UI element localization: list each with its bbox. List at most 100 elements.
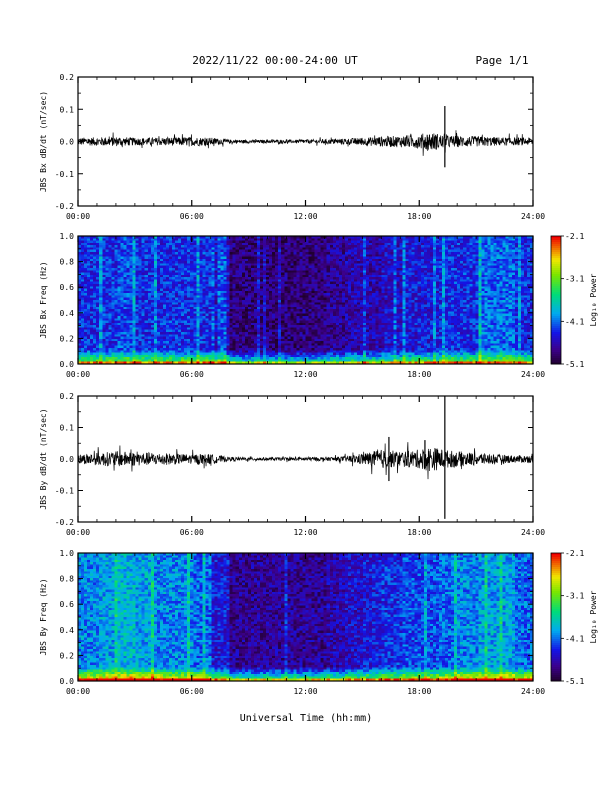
spectrogram-cell [208, 338, 212, 342]
spectrogram-cell [302, 254, 306, 257]
spectrogram-cell [132, 236, 137, 239]
spectrogram-cell [175, 359, 179, 363]
spectrogram-cell [229, 279, 234, 283]
spectrogram-cell [111, 325, 115, 328]
spectrogram-cell [123, 279, 127, 283]
spectrogram-cell [260, 322, 264, 326]
spectrogram-cell [281, 277, 285, 280]
spectrogram-cell [290, 302, 294, 305]
x-tick-label: 18:00 [407, 212, 431, 221]
spectrogram-cell [250, 309, 255, 312]
spectrogram-cell [238, 336, 243, 340]
spectrogram-cell [159, 334, 164, 337]
spectrogram-cell [332, 338, 337, 342]
spectrogram-cell [241, 249, 246, 253]
spectrogram-cell [241, 274, 246, 278]
spectrogram-cell [96, 288, 100, 292]
spectrogram-cell [338, 304, 343, 308]
spectrogram-cell [226, 306, 231, 310]
spectrogram-cell [275, 359, 279, 363]
spectrogram-cell [338, 242, 343, 246]
spectrogram-cell [253, 320, 258, 324]
spectrogram-cell [169, 295, 173, 299]
spectrogram-cell [199, 304, 203, 308]
spectrogram-cell [290, 286, 294, 289]
spectrogram-cell [108, 345, 112, 349]
spectrogram-cell [229, 325, 234, 328]
spectrogram-cell [114, 313, 118, 317]
spectrogram-cell [147, 359, 152, 363]
spectrogram-cell [172, 263, 176, 267]
spectrogram-cell [102, 277, 106, 280]
spectrogram-cell [305, 247, 309, 251]
spectrogram-cell [335, 311, 340, 315]
spectrogram-cell [96, 286, 100, 289]
spectrogram-cell [332, 284, 337, 287]
spectrogram-cell [220, 322, 224, 326]
spectrogram-cell [205, 304, 209, 308]
spectrogram-cell [190, 247, 194, 251]
spectrogram-cell [90, 300, 94, 303]
spectrogram-cell [253, 252, 258, 255]
spectrogram-cell [193, 238, 197, 241]
spectrogram-cell [199, 290, 203, 294]
spectrogram-cell [205, 240, 209, 244]
spectrogram-cell [287, 236, 291, 239]
spectrogram-cell [223, 352, 228, 356]
spectrogram-cell [169, 297, 173, 301]
spectrogram-cell [153, 361, 158, 365]
spectrogram-cell [126, 325, 130, 328]
spectrogram-cell [96, 274, 100, 278]
spectrogram-cell [308, 309, 312, 312]
spectrogram-cell [96, 311, 100, 315]
spectrogram-cell [126, 336, 130, 340]
spectrogram-cell [202, 302, 206, 305]
spectrogram-cell [238, 245, 243, 248]
spectrogram-cell [335, 240, 340, 244]
spectrogram-cell [238, 316, 243, 319]
spectrogram-cell [332, 318, 337, 321]
spectrogram-cell [278, 359, 282, 363]
spectrogram-cell [99, 338, 103, 342]
spectrogram-cell [284, 309, 288, 312]
spectrogram-cell [208, 297, 212, 301]
spectrogram-cell [278, 263, 282, 267]
spectrogram-cell [123, 343, 127, 347]
spectrogram-cell [235, 309, 240, 312]
spectrogram-cell [241, 281, 246, 285]
spectrogram-cell [153, 290, 158, 294]
spectrogram-cell [193, 309, 197, 312]
spectrogram-cell [129, 256, 133, 260]
spectrogram-cell [111, 304, 115, 308]
spectrogram-cell [162, 281, 167, 285]
spectrogram-cell [326, 293, 331, 296]
spectrogram-cell [162, 329, 167, 333]
spectrogram-cell [84, 270, 88, 273]
spectrogram-cell [229, 332, 234, 335]
spectrogram-cell [117, 256, 121, 260]
spectrogram-cell [260, 254, 264, 257]
spectrogram-cell [250, 288, 255, 292]
spectrogram-cell [317, 341, 322, 344]
spectrogram-cell [187, 281, 191, 285]
spectrogram-cell [226, 240, 231, 244]
spectrogram-cell [296, 277, 300, 280]
spectrogram-cell [159, 277, 164, 280]
spectrogram-cell [232, 268, 237, 271]
spectrogram-cell [147, 334, 152, 337]
spectrogram-cell [317, 247, 322, 251]
spectrogram-cell [217, 329, 221, 333]
spectrogram-cell [229, 265, 234, 269]
spectrogram-cell [269, 270, 273, 273]
spectrogram-cell [84, 306, 88, 310]
spectrogram-cell [196, 249, 200, 253]
spectrogram-cell [217, 345, 221, 349]
spectrogram-cell [144, 247, 149, 251]
spectrogram-cell [147, 268, 152, 271]
spectrogram-cell [193, 343, 197, 347]
spectrogram-cell [93, 247, 97, 251]
spectrogram-cell [90, 297, 94, 301]
spectrogram-cell [290, 297, 294, 301]
spectrogram-cell [338, 245, 343, 248]
spectrogram-cell [320, 320, 325, 324]
